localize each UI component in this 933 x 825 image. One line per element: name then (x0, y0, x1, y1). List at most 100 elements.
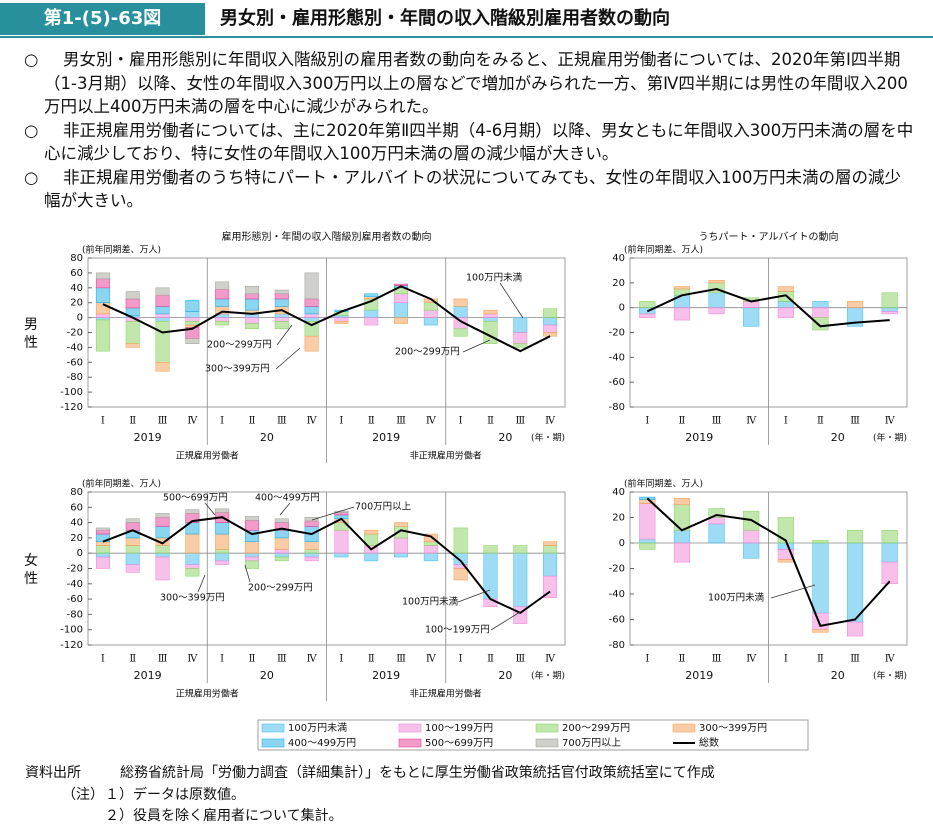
x-tick-label: Ⅰ (339, 654, 343, 665)
bar-segment (95, 272, 110, 280)
y-tick-label: -60 (67, 594, 83, 605)
y-tick-label: -20 (67, 564, 83, 575)
bar-segment (639, 538, 656, 544)
year-label: 2019 (372, 431, 400, 444)
x-tick-label: Ⅲ (712, 416, 722, 427)
annotation-leader (244, 564, 251, 583)
bar-segment (215, 281, 230, 290)
bar-segment (881, 292, 898, 308)
x-tick-label: Ⅳ (885, 654, 896, 665)
bar-segment (274, 313, 289, 318)
bar-segment (304, 272, 319, 300)
note: １）データは原数値。 (105, 787, 245, 803)
bar-segment (185, 321, 200, 326)
annotation: 100万円未満 (466, 272, 523, 284)
bar-segment (334, 512, 349, 516)
bar-segment (708, 523, 725, 544)
bar-segment (244, 520, 259, 531)
bar-segment (423, 545, 438, 554)
bar-segment (244, 317, 259, 324)
source-label: 資料出所 (25, 765, 81, 781)
bar-segment (453, 552, 468, 565)
y-tick-label: 40 (612, 253, 625, 264)
x-tick-label: Ⅰ (459, 416, 463, 427)
x-tick-label: Ⅰ (101, 416, 105, 427)
bar-segment (812, 317, 829, 331)
year-label: 2019 (134, 431, 162, 444)
bar-segment (673, 498, 691, 506)
y-tick-label: -40 (67, 579, 83, 590)
bar-segment (185, 568, 200, 577)
year-label: 20 (831, 669, 845, 682)
bar-segment (543, 545, 558, 554)
bar-segment (304, 552, 319, 558)
bar-segment (334, 315, 349, 318)
bar-segment (304, 335, 319, 352)
bar-segment (274, 529, 289, 539)
bar-segment (304, 298, 319, 307)
bar-segment (244, 552, 259, 558)
legend-swatch (398, 738, 422, 748)
annotation: 100万円未満 (708, 592, 765, 604)
y-tick-label: 40 (70, 518, 83, 529)
chart-title: うちパート・アルバイトの動向 (699, 230, 839, 243)
bar-segment (274, 298, 289, 307)
bar-segment (394, 293, 409, 304)
annotation-leader (276, 324, 293, 346)
annotation-leader (770, 584, 816, 599)
y-tick-label: 40 (612, 487, 625, 498)
year-label: 20 (831, 431, 845, 444)
bar-segment (244, 323, 259, 330)
bar-segment (812, 542, 829, 614)
bar-segment (394, 522, 409, 527)
year-label: 20 (498, 669, 512, 682)
x-tick-label: Ⅰ (220, 654, 224, 665)
legend-swatch (535, 738, 559, 748)
row-label: 女性 (22, 552, 38, 589)
x-tick-label: Ⅲ (396, 416, 406, 427)
bar-segment (244, 560, 259, 569)
y-tick-label: -120 (60, 640, 83, 651)
bar-segment (777, 307, 794, 318)
bar-segment (274, 321, 289, 330)
bar-segment (185, 533, 200, 554)
bar-segment (639, 542, 656, 550)
bar-segment (483, 545, 498, 554)
annotation-leader (311, 506, 355, 521)
x-tick-label: Ⅲ (158, 416, 168, 427)
x-tick-label: Ⅳ (746, 654, 757, 665)
bar-segment (274, 289, 289, 295)
bar-segment (244, 286, 259, 295)
annotation: 100～199万円 (425, 625, 490, 636)
x-tick-label: Ⅳ (187, 654, 198, 665)
bar-segment (215, 533, 230, 550)
bar-segment (364, 309, 379, 318)
bar-segment (334, 321, 349, 324)
bar-segment (155, 306, 170, 315)
bar-segment (743, 307, 760, 327)
annotation: 300～399万円 (205, 364, 270, 375)
annotation: 500～699万円 (163, 493, 228, 504)
bar-segment (155, 313, 170, 318)
annotation: 300～399万円 (160, 593, 225, 604)
bullet-mark: ○ (24, 167, 39, 187)
x-tick-label: Ⅳ (746, 416, 757, 427)
bar-segment (215, 549, 230, 554)
bar-segment (483, 313, 498, 318)
y-tick-label: 80 (70, 253, 83, 264)
bar-segment (777, 286, 794, 292)
bar-segment (244, 293, 259, 300)
y-tick-label: -20 (67, 328, 83, 339)
annotation-leader (457, 589, 491, 603)
bar-segment (155, 526, 170, 539)
chart-title: 雇用形態別・年間の収入階級別雇用者数の動向 (222, 230, 432, 243)
bar-segment (743, 529, 760, 544)
bullet: ○ 非正規雇用労働者のうち特にパート・アルバイトの状況についてみても、女性の年間収… (0, 166, 915, 213)
bar-segment (185, 564, 200, 569)
bar-segment (274, 518, 289, 523)
bar-segment (394, 552, 409, 558)
bar-segment (423, 302, 438, 311)
bar-segment (543, 332, 558, 337)
bar-segment (125, 545, 140, 554)
